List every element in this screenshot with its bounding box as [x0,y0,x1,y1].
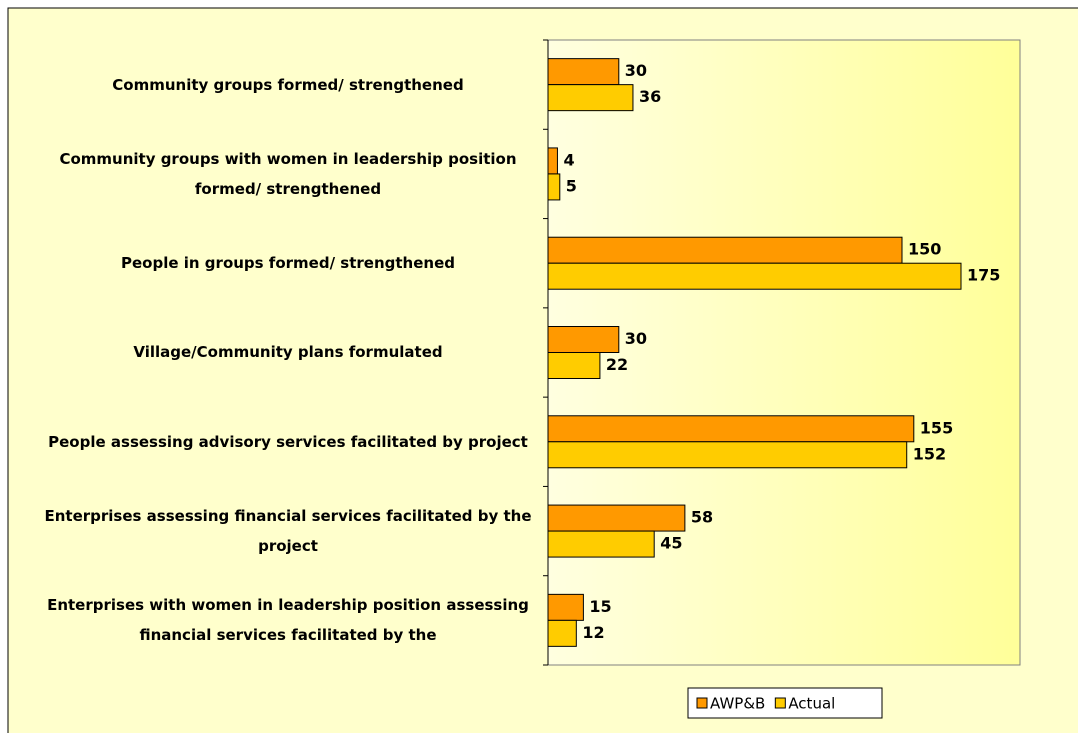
bar [547,352,601,379]
bar [547,441,908,469]
bar [547,504,686,532]
data-label: 36 [639,87,661,106]
y-tick-label: Community groups formed/ strengthened [112,75,464,94]
data-label: 12 [582,623,604,642]
data-label: 150 [908,240,941,259]
data-label: 4 [563,150,574,169]
bar [547,593,584,621]
bar [547,619,577,647]
legend-label: AWP&B [710,695,765,713]
legend-swatch [696,697,708,709]
bar [547,236,903,264]
legend-label: Actual [788,695,835,713]
data-label: 5 [566,176,577,195]
bar [547,84,634,112]
bar [547,415,915,443]
data-label: 152 [913,444,946,463]
y-tick-label: Enterprises assessing financial services… [44,507,532,556]
plot-area [547,39,1021,666]
bar [547,147,558,175]
data-label: 45 [660,534,682,553]
data-label: 22 [606,355,628,374]
legend-swatch [774,697,786,709]
data-label: 58 [691,508,713,527]
data-label: 15 [589,597,611,616]
data-label: 155 [920,418,953,437]
bar [547,530,655,558]
bar [547,326,620,353]
bar [547,58,620,86]
y-tick-label: People in groups formed/ strengthened [121,254,455,273]
y-tick-label: Enterprises with women in leadership pos… [47,596,529,645]
data-label: 30 [625,329,647,348]
data-label: 175 [967,266,1000,285]
bar [547,173,561,201]
y-tick-label: People assessing advisory services facil… [48,432,528,451]
y-tick-label: Village/Community plans formulated [133,343,443,362]
bar [547,262,962,290]
y-tick-label: Community groups with women in leadershi… [59,149,517,198]
data-label: 30 [625,61,647,80]
